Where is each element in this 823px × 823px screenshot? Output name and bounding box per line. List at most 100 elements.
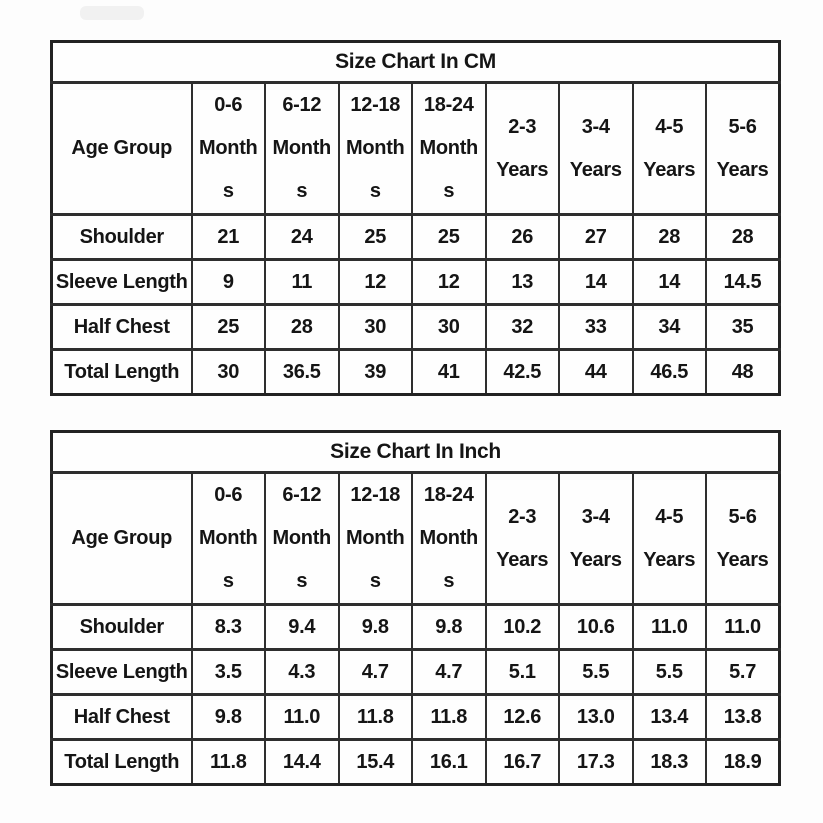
cm-header-age-group: Age Group bbox=[50, 81, 193, 216]
table-row: Age Group 0-6 Month s 6-12 Month s 12-18… bbox=[50, 471, 781, 606]
data-cell: 25 bbox=[411, 213, 487, 261]
data-cell: 11 bbox=[264, 258, 340, 306]
cm-row-label-half-chest: Half Chest bbox=[50, 303, 193, 351]
data-cell: 39 bbox=[337, 348, 413, 396]
data-cell: 13.8 bbox=[705, 693, 781, 741]
data-cell: 9.8 bbox=[337, 603, 413, 651]
data-cell: 41 bbox=[411, 348, 487, 396]
data-cell: 12 bbox=[411, 258, 487, 306]
data-cell: 14.5 bbox=[705, 258, 781, 306]
data-cell: 16.1 bbox=[411, 738, 487, 786]
data-cell: 4.7 bbox=[337, 648, 413, 696]
inch-row-label-sleeve-length: Sleeve Length bbox=[50, 648, 193, 696]
data-cell: 13.4 bbox=[631, 693, 707, 741]
data-cell: 12.6 bbox=[484, 693, 560, 741]
data-cell: 11.8 bbox=[190, 738, 266, 786]
inch-header-age-group: Age Group bbox=[50, 471, 193, 606]
watermark-badge bbox=[80, 6, 144, 20]
data-cell: 11.8 bbox=[411, 693, 487, 741]
cm-row-label-total-length: Total Length bbox=[50, 348, 193, 396]
data-cell: 14 bbox=[631, 258, 707, 306]
cm-header-4-5-years: 4-5 Years bbox=[631, 81, 707, 216]
data-cell: 5.5 bbox=[631, 648, 707, 696]
data-cell: 28 bbox=[705, 213, 781, 261]
data-cell: 42.5 bbox=[484, 348, 560, 396]
inch-header-5-6-years: 5-6 Years bbox=[705, 471, 781, 606]
inch-header-4-5-years: 4-5 Years bbox=[631, 471, 707, 606]
data-cell: 36.5 bbox=[264, 348, 340, 396]
data-cell: 4.7 bbox=[411, 648, 487, 696]
data-cell: 30 bbox=[337, 303, 413, 351]
data-cell: 9.8 bbox=[190, 693, 266, 741]
data-cell: 21 bbox=[190, 213, 266, 261]
cm-row-label-sleeve-length: Sleeve Length bbox=[50, 258, 193, 306]
data-cell: 17.3 bbox=[558, 738, 634, 786]
data-cell: 9 bbox=[190, 258, 266, 306]
data-cell: 10.2 bbox=[484, 603, 560, 651]
data-cell: 18.9 bbox=[705, 738, 781, 786]
inch-row-label-shoulder: Shoulder bbox=[50, 603, 193, 651]
data-cell: 44 bbox=[558, 348, 634, 396]
data-cell: 34 bbox=[631, 303, 707, 351]
table-row: Shoulder 21 24 25 25 26 27 28 28 bbox=[50, 213, 781, 261]
inch-header-2-3-years: 2-3 Years bbox=[484, 471, 560, 606]
inch-row-label-half-chest: Half Chest bbox=[50, 693, 193, 741]
table-row: Size Chart In Inch bbox=[50, 430, 781, 474]
data-cell: 30 bbox=[411, 303, 487, 351]
size-chart-inch-table: Size Chart In Inch Age Group 0-6 Month s… bbox=[50, 430, 782, 786]
inch-header-6-12-months: 6-12 Month s bbox=[264, 471, 340, 606]
data-cell: 8.3 bbox=[190, 603, 266, 651]
inch-header-0-6-months: 0-6 Month s bbox=[190, 471, 266, 606]
table-row: Age Group 0-6 Month s 6-12 Month s 12-18… bbox=[50, 81, 781, 216]
data-cell: 27 bbox=[558, 213, 634, 261]
inch-header-18-24-months: 18-24 Month s bbox=[411, 471, 487, 606]
data-cell: 24 bbox=[264, 213, 340, 261]
data-cell: 11.0 bbox=[705, 603, 781, 651]
table-row: Half Chest 25 28 30 30 32 33 34 35 bbox=[50, 303, 781, 351]
data-cell: 13.0 bbox=[558, 693, 634, 741]
cm-header-3-4-years: 3-4 Years bbox=[558, 81, 634, 216]
data-cell: 32 bbox=[484, 303, 560, 351]
table-row: Total Length 11.8 14.4 15.4 16.1 16.7 17… bbox=[50, 738, 781, 786]
table-row: Half Chest 9.8 11.0 11.8 11.8 12.6 13.0 … bbox=[50, 693, 781, 741]
data-cell: 11.8 bbox=[337, 693, 413, 741]
cm-row-label-shoulder: Shoulder bbox=[50, 213, 193, 261]
data-cell: 26 bbox=[484, 213, 560, 261]
data-cell: 10.6 bbox=[558, 603, 634, 651]
inch-header-3-4-years: 3-4 Years bbox=[558, 471, 634, 606]
table-row: Total Length 30 36.5 39 41 42.5 44 46.5 … bbox=[50, 348, 781, 396]
data-cell: 12 bbox=[337, 258, 413, 306]
table-row: Sleeve Length 9 11 12 12 13 14 14 14.5 bbox=[50, 258, 781, 306]
data-cell: 15.4 bbox=[337, 738, 413, 786]
inch-header-12-18-months: 12-18 Month s bbox=[337, 471, 413, 606]
cm-table-title: Size Chart In CM bbox=[50, 40, 781, 84]
data-cell: 35 bbox=[705, 303, 781, 351]
data-cell: 5.1 bbox=[484, 648, 560, 696]
cm-header-6-12-months: 6-12 Month s bbox=[264, 81, 340, 216]
data-cell: 18.3 bbox=[631, 738, 707, 786]
data-cell: 16.7 bbox=[484, 738, 560, 786]
data-cell: 5.5 bbox=[558, 648, 634, 696]
data-cell: 11.0 bbox=[264, 693, 340, 741]
data-cell: 25 bbox=[337, 213, 413, 261]
cm-header-18-24-months: 18-24 Month s bbox=[411, 81, 487, 216]
data-cell: 9.4 bbox=[264, 603, 340, 651]
size-chart-cm-table: Size Chart In CM Age Group 0-6 Month s 6… bbox=[50, 40, 782, 396]
inch-table-title: Size Chart In Inch bbox=[50, 430, 781, 474]
inch-row-label-total-length: Total Length bbox=[50, 738, 193, 786]
cm-header-5-6-years: 5-6 Years bbox=[705, 81, 781, 216]
table-row: Sleeve Length 3.5 4.3 4.7 4.7 5.1 5.5 5.… bbox=[50, 648, 781, 696]
data-cell: 25 bbox=[190, 303, 266, 351]
data-cell: 4.3 bbox=[264, 648, 340, 696]
cm-header-2-3-years: 2-3 Years bbox=[484, 81, 560, 216]
data-cell: 48 bbox=[705, 348, 781, 396]
data-cell: 30 bbox=[190, 348, 266, 396]
data-cell: 28 bbox=[264, 303, 340, 351]
data-cell: 14 bbox=[558, 258, 634, 306]
data-cell: 14.4 bbox=[264, 738, 340, 786]
data-cell: 5.7 bbox=[705, 648, 781, 696]
data-cell: 13 bbox=[484, 258, 560, 306]
cm-header-0-6-months: 0-6 Month s bbox=[190, 81, 266, 216]
table-row: Size Chart In CM bbox=[50, 40, 781, 84]
